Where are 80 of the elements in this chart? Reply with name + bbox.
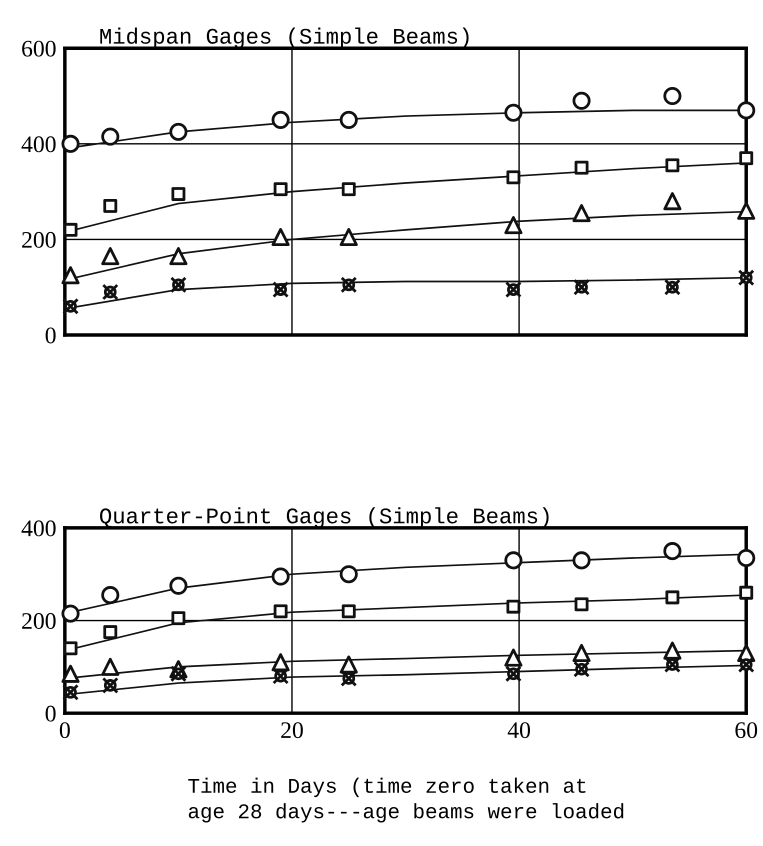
x-tick-label: 0: [60, 722, 70, 738]
point: [340, 565, 358, 584]
point: [572, 644, 591, 662]
point: [739, 586, 754, 600]
point: [737, 548, 756, 568]
point: [573, 660, 590, 678]
point: [340, 228, 358, 246]
y-tick-label: 200: [22, 613, 56, 629]
y-tick-label: 0: [46, 706, 56, 722]
point: [101, 658, 120, 676]
point: [62, 134, 80, 153]
point: [62, 604, 80, 623]
point: [574, 160, 588, 175]
point: [572, 92, 591, 110]
point: [274, 182, 288, 196]
x-tick-label: 40: [508, 722, 530, 738]
point: [102, 677, 119, 694]
y-tick-label: 0: [46, 328, 56, 344]
point: [663, 642, 682, 660]
point: [274, 604, 288, 618]
point: [103, 199, 118, 213]
point: [506, 170, 520, 184]
point: [739, 151, 754, 166]
point: [572, 551, 591, 570]
point: [62, 266, 80, 284]
point: [169, 247, 188, 266]
point: [272, 228, 290, 246]
point: [505, 665, 522, 682]
point: [171, 187, 186, 201]
point: [663, 542, 682, 560]
point: [272, 568, 290, 586]
point: [62, 298, 79, 315]
point: [170, 276, 187, 294]
point: [171, 611, 186, 626]
point: [64, 222, 78, 237]
point: [663, 192, 682, 210]
point: [504, 216, 522, 234]
x-axis-title: Time in Days (time zero taken at age 28 days---age beams were loaded: [188, 778, 624, 823]
point: [506, 600, 520, 614]
point: [62, 684, 79, 701]
point: [170, 665, 187, 682]
point: [64, 641, 78, 656]
point: [737, 202, 756, 220]
point: [62, 664, 80, 683]
x-tick-label: 60: [735, 722, 758, 738]
point: [573, 278, 590, 296]
y-tick-label: 400: [22, 520, 56, 536]
point: [572, 204, 591, 222]
y-tick-label: 600: [22, 40, 56, 57]
chart-title: Midspan Gages (Simple Beams): [100, 28, 469, 48]
x-tick-label: 20: [281, 722, 303, 738]
point: [505, 281, 522, 298]
y-tick-label: 400: [22, 136, 56, 152]
point: [169, 576, 188, 595]
point: [738, 269, 755, 286]
point: [504, 551, 522, 570]
point: [737, 101, 756, 120]
point: [342, 604, 356, 618]
point: [340, 276, 358, 294]
point: [738, 656, 755, 673]
point: [272, 110, 290, 129]
point: [272, 653, 290, 672]
point: [103, 625, 118, 640]
point: [504, 104, 522, 122]
point: [663, 86, 682, 106]
point: [101, 586, 120, 604]
point: [340, 110, 358, 129]
point: [504, 648, 522, 667]
point: [342, 182, 356, 196]
point: [169, 122, 188, 141]
point: [664, 278, 681, 296]
chart-title: Quarter-Point Gages (Simple Beams): [100, 507, 549, 528]
point: [102, 284, 119, 300]
point: [101, 128, 120, 146]
point: [574, 597, 588, 612]
y-tick-label: 200: [22, 232, 56, 248]
point: [665, 158, 680, 172]
point: [272, 281, 289, 298]
point: [665, 590, 680, 604]
point: [101, 247, 120, 266]
